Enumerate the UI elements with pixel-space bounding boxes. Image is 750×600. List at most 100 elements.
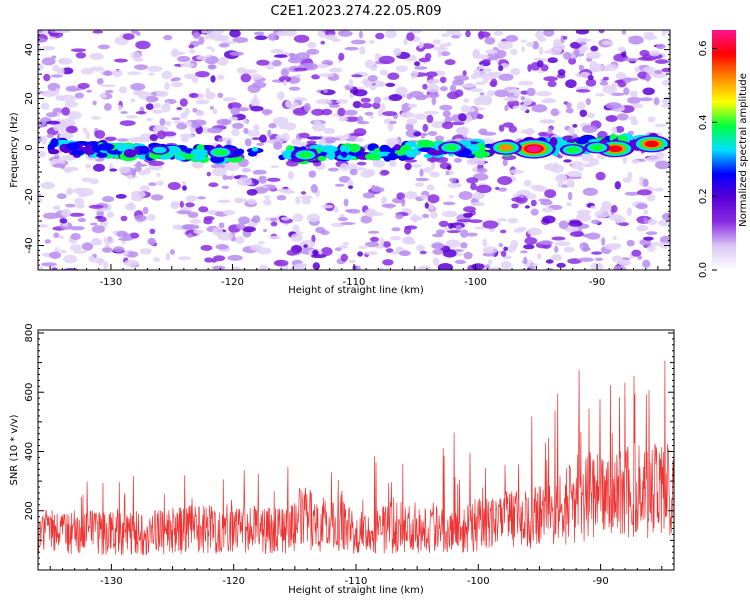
noise-blob [233,198,248,203]
noise-blob [252,215,261,224]
noise-blob [337,245,348,249]
noise-blob [270,221,278,227]
noise-blob [630,119,639,126]
noise-blob [406,32,415,41]
noise-blob [66,187,74,195]
noise-blob [511,197,524,202]
noise-blob [45,120,61,125]
noise-blob [212,265,226,270]
noise-blob [559,174,565,182]
noise-blob [610,92,625,97]
noise-blob [306,48,320,55]
noise-blob [349,168,358,176]
noise-blob [195,71,210,78]
noise-blob [247,198,257,205]
noise-blob [588,158,600,166]
noise-blob [170,81,184,88]
noise-blob [448,222,454,229]
noise-blob [324,34,338,40]
noise-blob [81,242,94,251]
noise-blob [280,68,289,77]
colorbar-tick-label: 0.0 [698,262,709,278]
noise-blob [124,259,140,267]
noise-blob [427,131,438,136]
noise-blob [77,188,94,197]
noise-blob [552,38,562,48]
noise-blob [63,168,73,173]
noise-blob [222,174,228,180]
noise-blob [431,242,444,249]
noise-blob [573,48,580,56]
noise-blob [61,107,70,116]
noise-blob [243,127,249,134]
noise-blob [558,220,569,229]
noise-blob [268,123,277,129]
noise-blob [164,81,170,91]
noise-blob [566,171,583,178]
noise-blob [217,137,224,143]
noise-blob [469,88,484,92]
noise-blob [59,218,68,224]
peak-contour [152,146,167,154]
noise-blob [185,121,193,127]
peak-contour [213,149,228,156]
snr-x-axis-label: Height of straight line (km) [288,585,424,596]
noise-blob [187,211,199,218]
noise-blob [312,262,320,270]
noise-blob [472,191,485,200]
noise-blob [267,177,281,182]
noise-blob [441,121,454,130]
noise-blob [426,114,434,124]
noise-blob [320,247,333,256]
noise-blob [252,81,267,89]
noise-blob [207,127,223,134]
noise-blob [525,193,537,199]
noise-blob [218,222,225,229]
noise-blob [333,206,339,213]
noise-blob [475,81,486,86]
noise-blob [85,131,90,139]
noise-blob [217,57,229,66]
noise-blob [38,150,47,158]
noise-blob [91,225,105,234]
noise-blob [430,210,438,219]
noise-blob [375,32,385,40]
noise-blob [282,79,288,86]
noise-blob [149,240,155,246]
noise-blob [203,35,215,40]
noise-blob [293,67,308,72]
noise-blob [585,98,591,106]
noise-blob [379,69,389,76]
ridge-blob [138,145,150,155]
noise-blob [298,132,310,139]
noise-blob [612,235,617,240]
noise-blob [565,79,577,89]
spectrogram-x-ticks: -130 -120 -110 -100 -90 [49,264,659,288]
noise-blob [544,50,551,54]
noise-blob [634,66,640,73]
peak-contour [644,140,659,148]
noise-blob [653,187,664,192]
noise-blob [512,105,520,110]
noise-blob [490,78,498,88]
noise-blob [67,111,82,120]
noise-blob [420,133,426,139]
noise-blob [51,55,57,59]
noise-blob [568,220,583,227]
noise-blob [38,197,43,204]
noise-blob [551,254,562,261]
noise-blob [442,201,456,206]
noise-blob [444,59,456,66]
noise-blob [364,111,374,116]
noise-blob [475,184,492,194]
noise-blob [263,198,272,206]
noise-blob [437,263,454,270]
x-tick-label: -130 [100,277,123,288]
noise-blob [488,227,496,232]
noise-blob [371,184,376,192]
noise-blob [254,35,268,40]
noise-blob [659,235,670,244]
noise-blob [340,253,348,262]
noise-blob [526,42,534,47]
noise-blob [520,104,528,112]
